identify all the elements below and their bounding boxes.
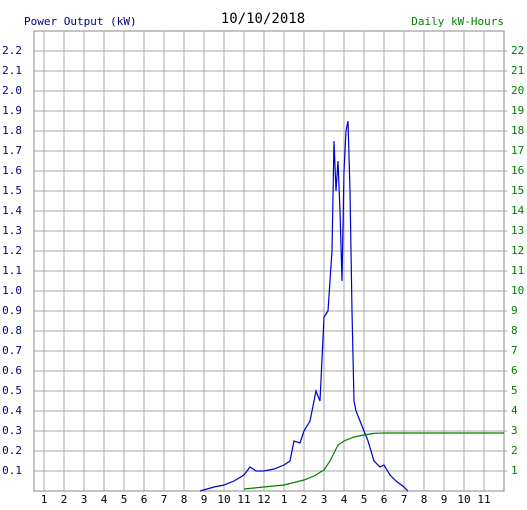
- y-tick-label: 1.8: [2, 124, 22, 137]
- y2-tick-label: 1: [511, 464, 518, 477]
- y2-tick-label: 13: [511, 224, 524, 237]
- y-tick-label: 0.7: [2, 344, 22, 357]
- x-tick-label: 9: [201, 493, 208, 506]
- x-tick-label: 1: [281, 493, 288, 506]
- x-tick-label: 7: [161, 493, 168, 506]
- plot-frame: [33, 30, 505, 492]
- x-tick-label: 5: [361, 493, 368, 506]
- y-tick-label: 1.4: [2, 204, 22, 217]
- x-tick-label: 3: [321, 493, 328, 506]
- x-tick-label: 4: [341, 493, 348, 506]
- y2-tick-label: 3: [511, 424, 518, 437]
- y2-tick-label: 10: [511, 284, 524, 297]
- y2-tick-label: 8: [511, 324, 518, 337]
- y2-tick-label: 11: [511, 264, 524, 277]
- y2-tick-label: 5: [511, 384, 518, 397]
- y2-tick-label: 21: [511, 64, 524, 77]
- y2-tick-label: 9: [511, 304, 518, 317]
- y2-tick-label: 18: [511, 124, 524, 137]
- y-tick-label: 0.9: [2, 304, 22, 317]
- y-tick-label: 1.5: [2, 184, 22, 197]
- y2-tick-label: 2: [511, 444, 518, 457]
- x-tick-label: 5: [121, 493, 128, 506]
- y-tick-label: 2.1: [2, 64, 22, 77]
- x-tick-label: 4: [101, 493, 108, 506]
- data-line: [199, 120, 409, 492]
- x-tick-label: 11: [237, 493, 250, 506]
- y-tick-label: 1.9: [2, 104, 22, 117]
- y-tick-label: 0.5: [2, 384, 22, 397]
- y-tick-label: 0.8: [2, 324, 22, 337]
- x-tick-label: 9: [441, 493, 448, 506]
- x-tick-label: 2: [61, 493, 68, 506]
- y2-tick-label: 16: [511, 164, 524, 177]
- y2-tick-label: 4: [511, 404, 518, 417]
- x-tick-label: 6: [381, 493, 388, 506]
- y-tick-label: 0.2: [2, 444, 22, 457]
- y-axis-label: Power Output (kW): [24, 15, 137, 28]
- y-tick-label: 2.0: [2, 84, 22, 97]
- data-line: [243, 432, 504, 490]
- y2-tick-label: 12: [511, 244, 524, 257]
- y-tick-label: 1.6: [2, 164, 22, 177]
- y-tick-label: 0.6: [2, 364, 22, 377]
- y2-tick-label: 17: [511, 144, 524, 157]
- x-tick-label: 3: [81, 493, 88, 506]
- x-tick-label: 8: [181, 493, 188, 506]
- y2-tick-label: 14: [511, 204, 525, 217]
- y-tick-label: 1.0: [2, 284, 22, 297]
- x-tick-label: 10: [457, 493, 470, 506]
- y-tick-label: 2.2: [2, 44, 22, 57]
- y-tick-label: 1.7: [2, 144, 22, 157]
- y-tick-label: 1.3: [2, 224, 22, 237]
- x-tick-label: 6: [141, 493, 148, 506]
- x-tick-label: 10: [217, 493, 230, 506]
- y2-tick-label: 19: [511, 104, 524, 117]
- y2-tick-label: 20: [511, 84, 524, 97]
- x-tick-label: 7: [401, 493, 408, 506]
- y-tick-label: 0.3: [2, 424, 22, 437]
- y-tick-label: 0.4: [2, 404, 22, 417]
- y-tick-label: 1.1: [2, 264, 22, 277]
- y2-tick-label: 15: [511, 184, 524, 197]
- x-tick-label: 12: [257, 493, 270, 506]
- y2-axis-label: Daily kW-Hours: [411, 15, 504, 28]
- chart-title: 10/10/2018: [221, 11, 305, 27]
- y-tick-label: 1.2: [2, 244, 22, 257]
- x-tick-label: 11: [477, 493, 490, 506]
- y2-tick-label: 22: [511, 44, 524, 57]
- x-tick-label: 1: [41, 493, 48, 506]
- x-tick-label: 2: [301, 493, 308, 506]
- x-tick-label: 8: [421, 493, 428, 506]
- y2-tick-label: 7: [511, 344, 518, 357]
- y2-tick-label: 6: [511, 364, 518, 377]
- y-tick-label: 0.1: [2, 464, 22, 477]
